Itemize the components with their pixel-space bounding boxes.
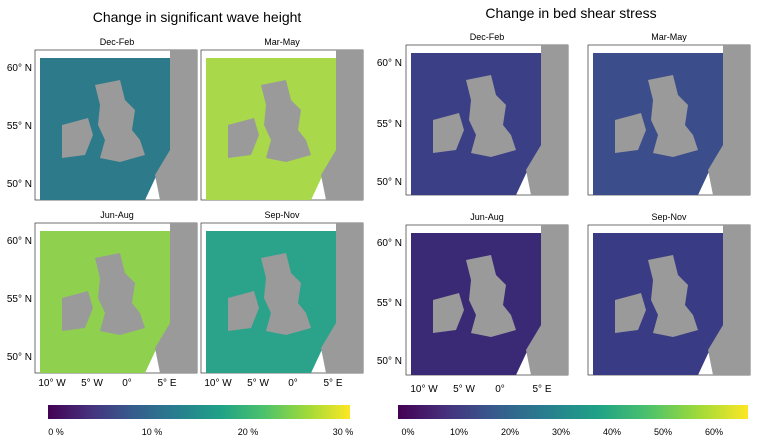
- colorbar-tick: 60%: [705, 427, 723, 437]
- land-ireland: [433, 113, 464, 153]
- panel-label: Mar-May: [264, 37, 300, 47]
- right-panel-3: Jun-Aug: [405, 212, 569, 376]
- lat-label: 55° N: [377, 119, 402, 130]
- lat-label: 60° N: [377, 58, 402, 69]
- lat-label: 50° N: [377, 356, 402, 367]
- lat-label: 55° N: [377, 298, 402, 309]
- right-panel-1: Dec-Feb: [405, 32, 569, 196]
- right-panel-4: Sep-Nov: [587, 212, 751, 376]
- left-panel-4: Sep-Nov: [200, 210, 364, 374]
- land-ireland: [615, 113, 646, 153]
- lat-label: 60° N: [7, 63, 32, 74]
- left-figure-title: Change in significant wave height: [93, 9, 302, 25]
- panel-label: Sep-Nov: [651, 212, 687, 222]
- land-continent: [708, 45, 750, 195]
- land-britain: [95, 253, 145, 335]
- left-colorbar: 0 % 10 % 20 % 30 %: [48, 405, 353, 437]
- left-lat-axis: 60° N 55° N 50° N 60° N 55° N 50° N: [7, 63, 32, 363]
- land-ireland: [62, 118, 93, 158]
- land-britain: [261, 253, 311, 335]
- colorbar-tick: 10%: [450, 427, 468, 437]
- lon-label: 5° W: [247, 378, 269, 389]
- colorbar-tick: 20 %: [238, 427, 259, 437]
- lat-label: 50° N: [7, 352, 32, 363]
- right-panel-2: Mar-May: [587, 32, 751, 196]
- lat-label: 55° N: [7, 121, 32, 132]
- lon-label: 10° W: [38, 378, 66, 389]
- lon-label: 10° W: [410, 384, 438, 395]
- colorbar-tick: 10 %: [142, 427, 163, 437]
- left-panel-2: Mar-May: [200, 37, 364, 201]
- land-ireland: [615, 293, 646, 333]
- lon-label: 5° E: [323, 378, 342, 389]
- land-ireland: [228, 291, 259, 331]
- land-britain: [466, 75, 516, 157]
- panel-label: Jun-Aug: [100, 210, 134, 220]
- colorbar-tick: 30 %: [333, 427, 354, 437]
- colorbar-tick: 50%: [654, 427, 672, 437]
- right-figure-title: Change in bed shear stress: [485, 5, 656, 21]
- land-continent: [321, 50, 363, 200]
- lon-label: 5° W: [453, 384, 475, 395]
- lon-label: 0°: [495, 384, 505, 395]
- colorbar-tick: 20%: [501, 427, 519, 437]
- colorbar-tick: 0 %: [48, 427, 64, 437]
- colorbar-gradient: [398, 405, 748, 419]
- panel-label: Sep-Nov: [264, 210, 300, 220]
- right-lon-axis: 10° W 5° W 0° 5° E: [410, 384, 552, 395]
- land-continent: [708, 225, 750, 375]
- lon-label: 0°: [122, 378, 132, 389]
- panel-label: Jun-Aug: [470, 212, 504, 222]
- colorbar-gradient: [48, 405, 350, 419]
- land-ireland: [62, 291, 93, 331]
- lat-label: 50° N: [377, 177, 402, 188]
- lat-label: 60° N: [7, 236, 32, 247]
- land-continent: [155, 50, 197, 200]
- lat-label: 50° N: [7, 179, 32, 190]
- land-continent: [155, 223, 197, 373]
- lat-label: 60° N: [377, 238, 402, 249]
- lat-label: 55° N: [7, 294, 32, 305]
- land-continent: [526, 225, 568, 375]
- panel-label: Mar-May: [651, 32, 687, 42]
- lon-label: 5° E: [157, 378, 176, 389]
- right-lat-axis: 60° N 55° N 50° N 60° N 55° N 50° N: [377, 58, 402, 367]
- land-continent: [526, 45, 568, 195]
- land-ireland: [228, 118, 259, 158]
- lon-label: 0°: [288, 378, 298, 389]
- land-continent: [321, 223, 363, 373]
- land-britain: [95, 80, 145, 162]
- panel-label: Dec-Feb: [470, 32, 505, 42]
- colorbar-tick: 30%: [552, 427, 570, 437]
- land-britain: [648, 255, 698, 337]
- land-britain: [648, 75, 698, 157]
- right-colorbar: 0% 10% 20% 30% 40% 50% 60%: [398, 405, 748, 437]
- left-lon-axis: 10° W 5° W 0° 5° E 10° W 5° W 0° 5° E: [38, 378, 343, 389]
- colorbar-tick: 40%: [603, 427, 621, 437]
- lon-label: 5° W: [81, 378, 103, 389]
- lon-label: 5° E: [532, 384, 551, 395]
- panel-label: Dec-Feb: [100, 37, 135, 47]
- lon-label: 10° W: [204, 378, 232, 389]
- land-britain: [466, 255, 516, 337]
- left-panel-1: Dec-Feb: [34, 37, 198, 201]
- colorbar-tick: 0%: [401, 427, 414, 437]
- left-panel-3: Jun-Aug: [34, 210, 198, 374]
- land-britain: [261, 80, 311, 162]
- land-ireland: [433, 293, 464, 333]
